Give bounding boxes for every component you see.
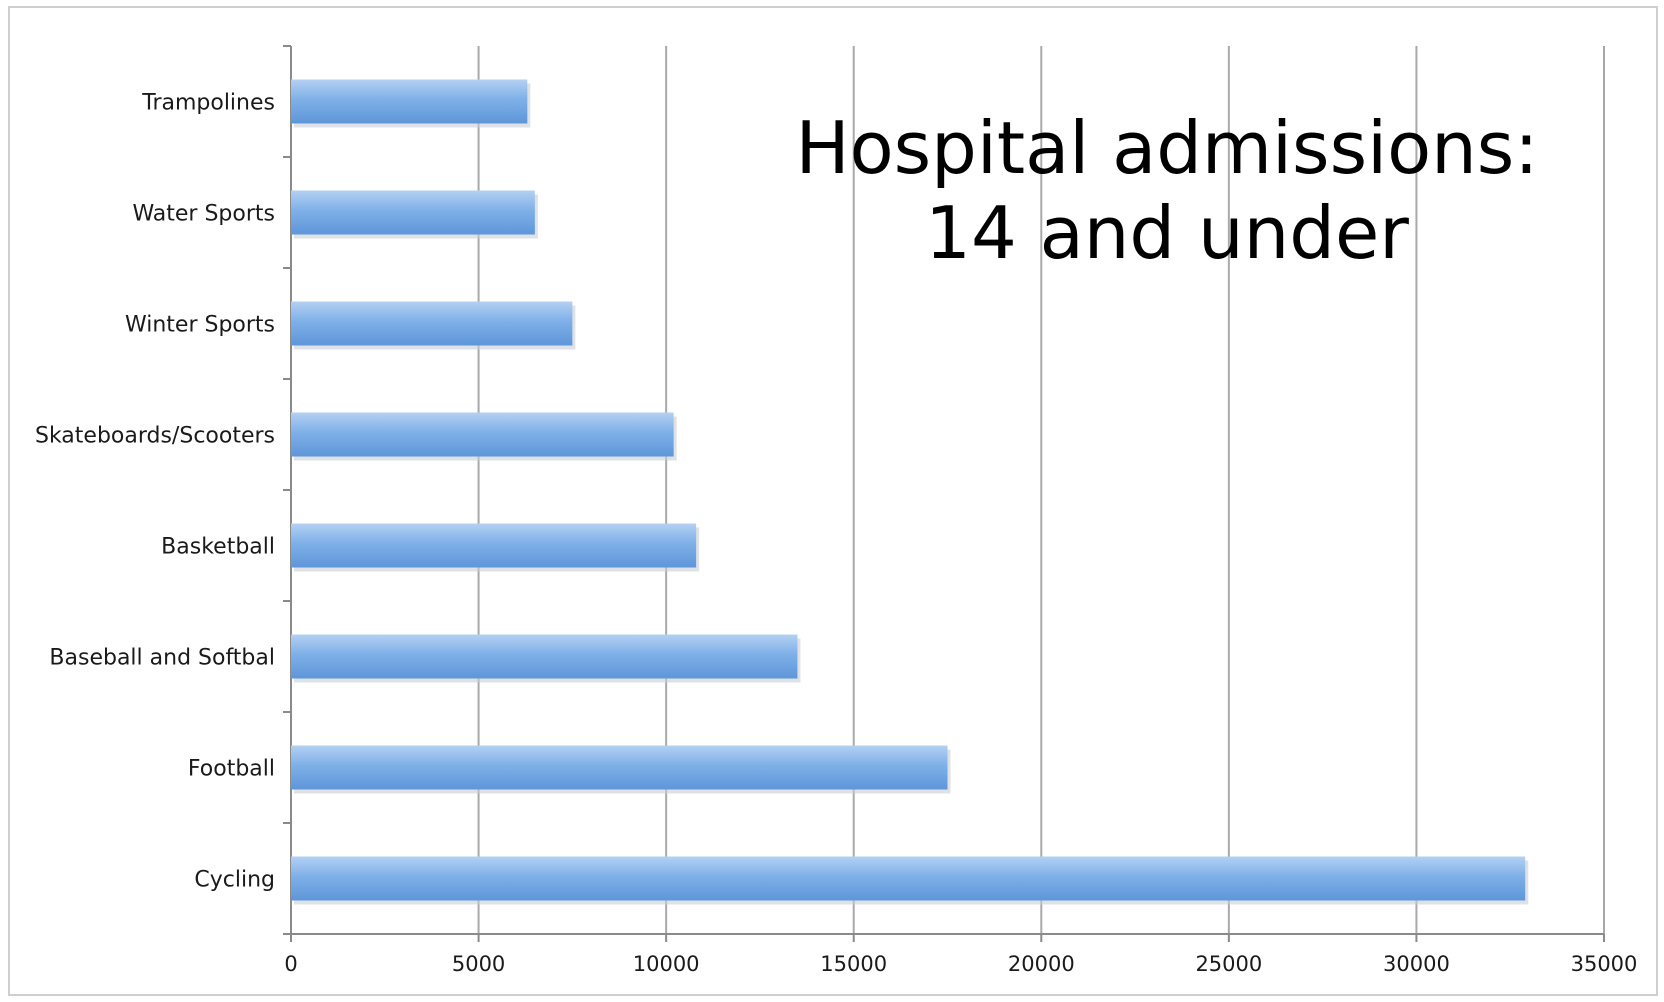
- x-tick-label: 35000: [1571, 952, 1638, 976]
- chart-title: Hospital admissions: 14 and under: [795, 106, 1538, 275]
- chart-title-line-1: Hospital admissions:: [795, 106, 1538, 190]
- bar-water-sports: [291, 190, 535, 235]
- x-tick-label: 10000: [633, 952, 700, 976]
- bar-basketball: [291, 523, 697, 568]
- category-label: Skateboards/Scooters: [35, 424, 275, 449]
- category-label: Water Sports: [132, 202, 275, 227]
- category-label: Trampolines: [141, 91, 275, 116]
- bar-baseball-and-softbal: [291, 634, 798, 679]
- x-tick-label: 15000: [820, 952, 887, 976]
- category-label: Football: [188, 757, 275, 782]
- bar-trampolines: [291, 79, 528, 124]
- x-tick-label: 5000: [452, 952, 505, 976]
- category-labels: Cycling Football Baseball and Softbal Baske…: [35, 91, 275, 893]
- chart-frame: Cycling Football Baseball and Softbal Baske…: [8, 6, 1658, 996]
- bar-skateboards-scooters: [291, 412, 674, 457]
- category-label: Winter Sports: [125, 313, 275, 338]
- x-tick-label: 30000: [1383, 952, 1450, 976]
- x-tick-labels: 0 5000 10000 15000 20000 25000 30000 35000: [284, 952, 1637, 976]
- bars: [291, 79, 1529, 905]
- grid-lines: [477, 46, 1605, 934]
- chart-title-line-2: 14 and under: [925, 191, 1409, 275]
- x-tick-label: 20000: [1008, 952, 1075, 976]
- x-tick-label: 0: [284, 952, 297, 976]
- category-label: Basketball: [161, 535, 275, 560]
- bar-chart: Cycling Football Baseball and Softbal Baske…: [35, 45, 1637, 976]
- bar-cycling: [291, 856, 1526, 901]
- category-label: Cycling: [194, 868, 275, 893]
- category-label: Baseball and Softbal: [49, 646, 275, 671]
- bar-winter-sports: [291, 301, 573, 346]
- bar-football: [291, 745, 948, 790]
- x-tick-label: 25000: [1195, 952, 1262, 976]
